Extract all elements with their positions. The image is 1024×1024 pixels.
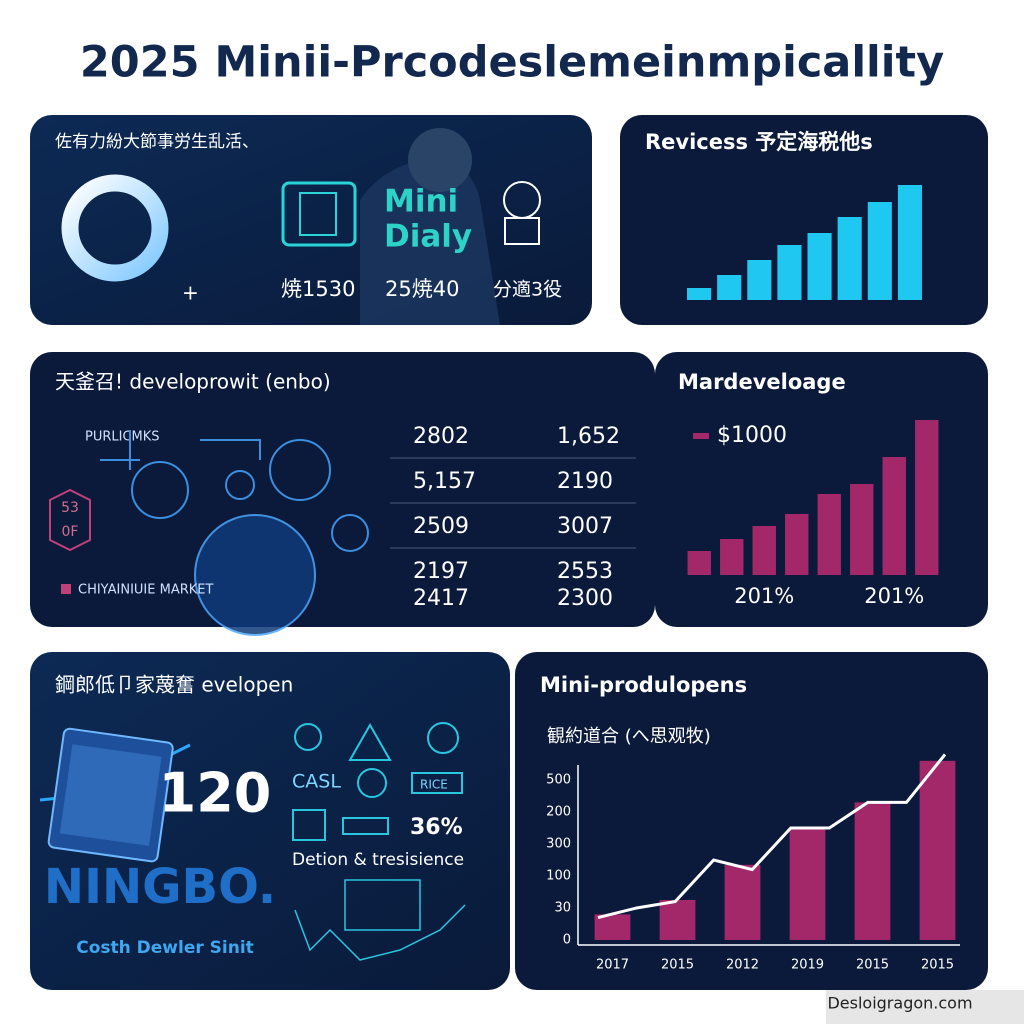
table-cell: 2553 — [557, 559, 613, 584]
table-cell: 2300 — [557, 586, 613, 611]
x-tick-label: 201% — [864, 584, 924, 608]
bar — [594, 914, 631, 940]
mini-chart — [294, 879, 466, 961]
bar — [882, 457, 906, 575]
table-cell: 2190 — [557, 469, 613, 494]
bar — [837, 217, 862, 300]
bar — [854, 802, 891, 940]
bar — [807, 233, 832, 300]
y-tick-label: 30 — [554, 901, 571, 916]
globe — [194, 514, 316, 636]
line — [597, 753, 947, 920]
panel — [620, 115, 988, 325]
laptop — [47, 727, 174, 863]
table-cell: 1,652 — [557, 424, 620, 449]
table-cell: 2802 — [413, 424, 469, 449]
footer: Costh Dewler Sinit — [76, 938, 254, 958]
brand: NINGBO. — [44, 859, 276, 915]
bar — [785, 514, 809, 575]
watermark: Desloigragon.com — [827, 994, 972, 1013]
icons — [292, 722, 463, 841]
y-tick-label: 300 — [546, 837, 571, 852]
tag: PURLICMKS — [85, 430, 160, 445]
bar — [687, 288, 712, 300]
bar — [659, 900, 696, 940]
badge: 53 — [61, 500, 79, 516]
bar — [919, 760, 956, 940]
table-cell: 5,157 — [413, 469, 476, 494]
stat: 25焼40 — [385, 277, 459, 301]
big-number: 120 — [159, 762, 272, 825]
chip: CASL — [292, 771, 341, 793]
chip: RICE — [420, 778, 448, 792]
bar — [850, 484, 874, 575]
bar — [717, 275, 742, 300]
page-title: 2025 Minii-Prcodeslemeinmpicallity — [80, 38, 944, 88]
robot-icon — [503, 181, 541, 245]
legend-swatch — [693, 433, 709, 439]
x-tick-label: 201% — [734, 584, 794, 608]
bar — [777, 245, 802, 300]
chart-title: Mardeveloage — [678, 370, 846, 394]
table-cell: 2197 — [413, 559, 469, 584]
y-tick-label: 500 — [546, 773, 571, 788]
legend-swatch — [61, 584, 71, 594]
bar — [897, 185, 922, 300]
caption: 佐有力紛大節事労生乱活、 — [55, 132, 259, 152]
badge-shape — [49, 488, 91, 552]
stat: 分適3役 — [493, 279, 562, 301]
caption: 鋼郎低卩家蔑奮 evelopen — [55, 673, 293, 697]
bar — [724, 864, 761, 940]
bar — [867, 202, 892, 300]
gears — [100, 430, 369, 552]
panel — [30, 352, 655, 627]
x-tick-label: 2015 — [856, 958, 889, 973]
watermark-bg — [826, 990, 1024, 1024]
label: Dialy — [384, 219, 472, 255]
percent: 36% — [410, 815, 463, 840]
bar — [915, 420, 939, 575]
x-tick-label: 2015 — [661, 958, 694, 973]
x-tick-label: 2019 — [791, 958, 824, 973]
table-cell: 3007 — [557, 514, 613, 539]
legend: CHIYAINIUIE MARKET — [78, 583, 213, 598]
doc-icon — [299, 192, 337, 236]
person-silhouette — [360, 159, 500, 325]
person-head — [408, 128, 472, 192]
panel — [30, 652, 510, 990]
x-tick-label: 2015 — [921, 958, 954, 973]
legend: $1000 — [717, 423, 787, 448]
y-tick-label: 100 — [546, 869, 571, 884]
ring — [61, 174, 169, 282]
chart-title: Revicess 予定海税他s — [645, 130, 873, 154]
y-tick-label: 0 — [563, 933, 571, 948]
label: Mini — [384, 184, 458, 220]
bar — [752, 526, 776, 575]
y-tick-label: 200 — [546, 805, 571, 820]
x-tick-label: 2012 — [726, 958, 759, 973]
bar — [817, 494, 841, 575]
chart-title: Mini-produlopens — [540, 673, 747, 697]
doc-icon — [281, 181, 357, 247]
bar — [720, 539, 744, 575]
table-cell: 2509 — [413, 514, 469, 539]
caption: 天釜召! developrowit (enbo) — [55, 370, 331, 394]
chart-subtitle: 観約道合 (へ思观牧) — [547, 726, 711, 747]
subtitle: Detion & tresisience — [292, 850, 464, 870]
stat: 焼1530 — [281, 277, 355, 301]
bar — [789, 828, 826, 940]
bar — [687, 551, 711, 575]
table-cell: 2417 — [413, 586, 469, 611]
bar — [747, 260, 772, 300]
badge: 0F — [62, 524, 79, 540]
plus: + — [182, 281, 199, 305]
x-tick-label: 2017 — [596, 958, 629, 973]
